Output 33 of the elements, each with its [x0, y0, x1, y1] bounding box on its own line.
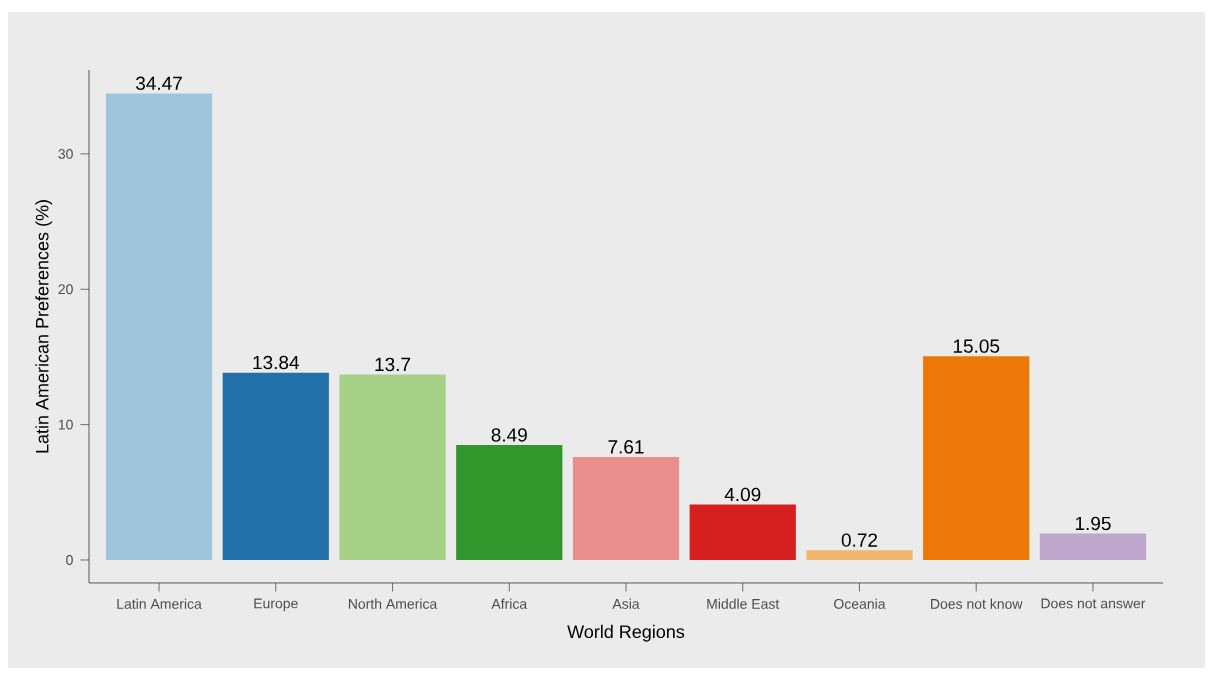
y-tick-label: 20	[58, 284, 73, 295]
y-tick-label: 10	[58, 419, 73, 430]
data-label: 34.47	[135, 76, 182, 90]
data-label: 13.84	[253, 355, 299, 370]
x-tick-label: Does not know	[931, 598, 1023, 609]
y-tick-label: 0	[66, 555, 73, 565]
data-label: 0.72	[841, 533, 878, 547]
data-label: 1.95	[1075, 516, 1111, 531]
x-tick-label: Middle East	[707, 598, 780, 609]
x-tick-label: Europe	[254, 598, 298, 612]
data-label: 15.05	[953, 339, 1000, 353]
bar	[339, 374, 446, 560]
x-tick-label: Does not answer	[1041, 598, 1146, 609]
data-label: 13.7	[375, 357, 411, 372]
y-tick-label: 30	[58, 148, 73, 159]
y-axis-title: Latin American Preferences (%)	[35, 200, 53, 453]
bar	[1039, 533, 1147, 560]
bar	[456, 445, 563, 560]
data-label: 7.61	[608, 440, 644, 454]
bar	[105, 93, 213, 560]
data-label: 4.09	[724, 487, 761, 502]
x-axis-title: World Regions	[567, 624, 685, 642]
bar	[222, 372, 329, 560]
x-tick-label: Africa	[491, 598, 528, 609]
bar	[572, 456, 680, 560]
x-tick-label: Latin America	[117, 598, 202, 609]
bar	[689, 504, 796, 560]
bar	[923, 356, 1030, 560]
data-label: 8.49	[491, 428, 527, 442]
x-tick-label: Oceania	[834, 598, 886, 609]
x-tick-label: Asia	[612, 598, 640, 609]
bar	[806, 550, 913, 560]
x-tick-label: North America	[348, 598, 438, 609]
